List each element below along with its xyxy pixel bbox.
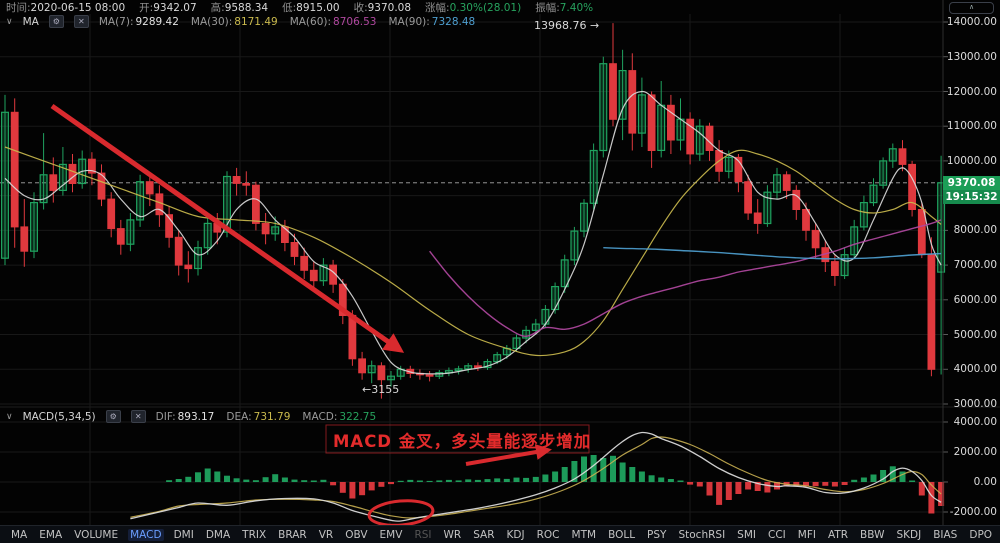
price-tick: 11000.00 xyxy=(946,120,997,133)
current-price-badge: 9370.08 xyxy=(943,176,1000,190)
tab-bias[interactable]: BIAS xyxy=(933,528,958,541)
tab-macd[interactable]: MACD xyxy=(128,528,164,541)
ma-value-2: MA(60): 8706.53 xyxy=(289,15,377,28)
macd-group-label: MACD(5,34,5) xyxy=(22,410,96,423)
tab-rsi[interactable]: RSI xyxy=(414,528,432,541)
macd-tick: -2000.00 xyxy=(949,506,997,518)
tab-mtm[interactable]: MTM xyxy=(571,528,597,541)
price-tick: 14000.00 xyxy=(946,16,997,28)
macd-tick: 4000.00 xyxy=(953,416,997,428)
field-change: 涨幅:0.30%(28.01) xyxy=(425,2,522,14)
tab-ma[interactable]: MA xyxy=(11,528,28,541)
collapse-chevron-icon[interactable]: ∨ xyxy=(6,16,13,27)
tab-dma[interactable]: DMA xyxy=(205,528,231,541)
macd-tick: 2000.00 xyxy=(953,446,997,458)
tab-sar[interactable]: SAR xyxy=(473,528,495,541)
ma-values: MA(7): 9289.42 MA(30): 8171.49 MA(60): 8706.5… xyxy=(99,16,475,28)
tab-vr[interactable]: VR xyxy=(318,528,334,541)
field-open: 开:9342.07 xyxy=(139,2,197,14)
tab-dpo[interactable]: DPO xyxy=(969,528,993,541)
price-axis: ∧ 14000.00 13000.00 12000.00 11000.00 10000.… xyxy=(943,0,1000,543)
macd-values: DIF: 893.17 DEA: 731.79 MACD: 322.75 xyxy=(156,411,376,423)
tab-skdj[interactable]: SKDJ xyxy=(896,528,922,541)
tab-emv[interactable]: EMV xyxy=(379,528,403,541)
macd-indicator-bar: ∨ MACD(5,34,5) ⚙ ✕ DIF: 893.17 DEA: 731.79 M… xyxy=(0,410,376,423)
gear-icon[interactable]: ⚙ xyxy=(105,410,121,423)
golden-cross-circle xyxy=(367,499,435,527)
close-icon[interactable]: ✕ xyxy=(73,15,89,28)
tab-volume[interactable]: VOLUME xyxy=(74,528,119,541)
price-tick: 12000.00 xyxy=(946,85,997,98)
close-icon[interactable]: ✕ xyxy=(130,410,146,423)
tab-kdj[interactable]: KDJ xyxy=(506,528,525,541)
low-price-label: ←3155 xyxy=(362,383,400,396)
tab-obv[interactable]: OBV xyxy=(345,528,368,541)
ma-value-0: MA(7): 9289.42 xyxy=(98,15,179,28)
indicator-tabbar: MA EMA VOLUME MACD DMI DMA TRIX BRAR VR OBV EMV RSI… xyxy=(0,525,1000,543)
macd-value-0: DIF: 893.17 xyxy=(155,410,215,423)
tab-mfi[interactable]: MFI xyxy=(797,528,816,541)
ma-group-label: MA xyxy=(22,15,39,28)
ma-value-3: MA(90): 7328.48 xyxy=(388,15,476,28)
ohlc-info-bar: 时间:2020-06-15 08:00 开:9342.07 高:9588.34 低:8… xyxy=(0,1,593,14)
price-tick: 7000.00 xyxy=(953,259,997,272)
macd-tick: 0.00 xyxy=(973,476,997,488)
tab-wr[interactable]: WR xyxy=(443,528,462,541)
price-tick: 13000.00 xyxy=(946,50,997,63)
tab-trix[interactable]: TRIX xyxy=(242,528,267,541)
peak-price-label: 13968.76 → xyxy=(534,19,600,32)
price-tick: 6000.00 xyxy=(953,293,997,306)
field-close: 收:9370.08 xyxy=(353,2,412,14)
ma-value-1: MA(30): 8171.49 xyxy=(190,15,278,28)
ma-indicator-bar: ∨ MA ⚙ ✕ MA(7): 9289.42 MA(30): 8171.49 MA(6… xyxy=(0,15,475,28)
tab-stochrsi[interactable]: StochRSI xyxy=(678,528,726,541)
tab-atr[interactable]: ATR xyxy=(827,528,849,541)
price-tick: 10000.00 xyxy=(946,154,997,167)
macd-note-arrow xyxy=(465,444,552,466)
tab-roc[interactable]: ROC xyxy=(536,528,560,541)
field-high: 高:9588.34 xyxy=(210,2,269,14)
field-time: 时间:2020-06-15 08:00 xyxy=(6,2,126,14)
price-tick: 3000.00 xyxy=(953,398,997,410)
price-tick: 4000.00 xyxy=(953,363,997,376)
tab-psy[interactable]: PSY xyxy=(647,528,667,541)
tab-boll[interactable]: BOLL xyxy=(608,528,636,541)
field-low: 低:8915.00 xyxy=(282,2,340,14)
price-tick: 8000.00 xyxy=(953,224,997,237)
axis-collapse-icon[interactable]: ∧ xyxy=(949,2,994,14)
tab-ema[interactable]: EMA xyxy=(39,528,63,541)
macd-value-1: DEA: 731.79 xyxy=(226,410,291,423)
downtrend-arrow xyxy=(50,103,405,353)
macd-golden-cross-annotation: MACD 金叉，多头量能逐步增加 xyxy=(333,432,592,451)
gear-icon[interactable]: ⚙ xyxy=(48,15,64,28)
candle-countdown-badge: 19:15:32 xyxy=(943,190,1000,204)
macd-value-2: MACD: 322.75 xyxy=(302,410,377,423)
field-amplitude: 振幅:7.40% xyxy=(535,2,594,14)
tab-smi[interactable]: SMI xyxy=(737,528,756,541)
tab-dmi[interactable]: DMI xyxy=(173,528,194,541)
tab-bbw[interactable]: BBW xyxy=(860,528,885,541)
tab-brar[interactable]: BRAR xyxy=(278,528,307,541)
price-tick: 5000.00 xyxy=(953,328,997,341)
tab-cci[interactable]: CCI xyxy=(768,528,786,541)
collapse-chevron-icon[interactable]: ∨ xyxy=(6,411,13,422)
